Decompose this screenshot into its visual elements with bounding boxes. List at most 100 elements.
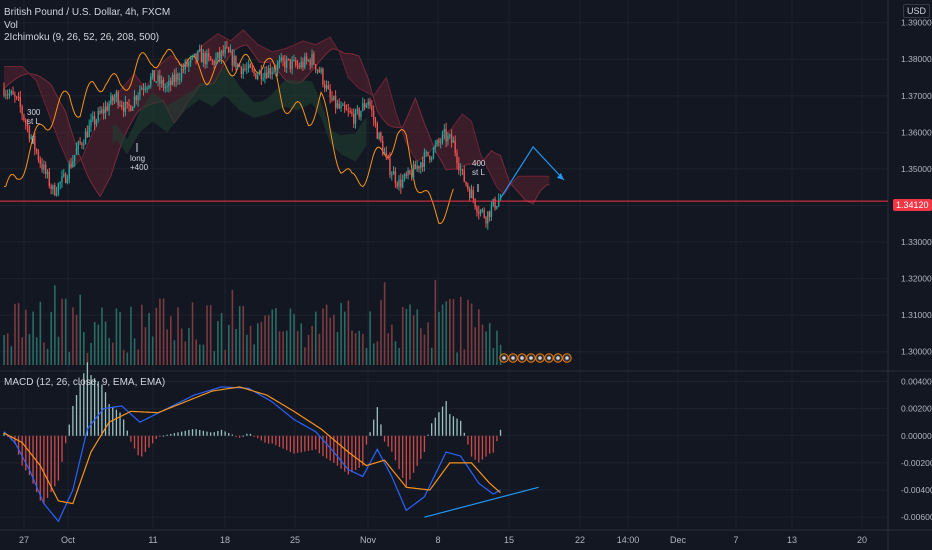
candle-body: [481, 209, 484, 211]
candle-body: [246, 68, 248, 70]
candle-body: [423, 152, 426, 168]
candle-body: [407, 170, 409, 176]
macd-histogram-bar: [438, 412, 440, 436]
candle-body: [151, 70, 154, 77]
macd-tick-label: 0.00200: [901, 404, 932, 414]
candle-body: [438, 140, 440, 143]
candle-body: [198, 48, 201, 52]
time-tick-label: Dec: [670, 535, 687, 545]
candle-body: [206, 53, 208, 65]
candle-body: [338, 103, 340, 109]
volume-bar: [369, 311, 371, 365]
volume-bar: [470, 303, 473, 365]
candle-body: [117, 91, 119, 106]
macd-histogram-bar: [315, 435, 317, 450]
candle-body: [104, 106, 107, 114]
volume-bar: [289, 308, 292, 365]
macd-tick-label: 0.00000: [901, 431, 932, 441]
candle-body: [459, 168, 462, 171]
time-tick-label: Oct: [61, 535, 76, 545]
candle-body: [416, 165, 418, 170]
candle-body: [420, 162, 422, 169]
macd-histogram-bar: [151, 435, 154, 444]
macd-histogram-bar: [130, 435, 132, 442]
volume-bar: [206, 305, 208, 365]
macd-histogram-bar: [260, 435, 263, 441]
volume-bar: [46, 348, 49, 365]
candle-body: [139, 89, 141, 96]
volume-bar: [253, 344, 255, 365]
candle-body: [372, 110, 375, 120]
candle-body: [209, 56, 212, 61]
macd-histogram-bar: [126, 430, 128, 436]
volume-bar: [311, 325, 313, 365]
candle-body: [180, 68, 183, 79]
macd-histogram-bar: [173, 433, 176, 436]
candle-body: [436, 140, 438, 146]
candle-body: [213, 61, 215, 65]
macd-histogram-bar: [68, 424, 70, 436]
annotation-stop-loss-1-line2: st L: [27, 117, 40, 126]
candle-body: [409, 170, 411, 174]
currency-label[interactable]: USD: [903, 4, 931, 18]
volume-bar: [231, 289, 234, 365]
macd-histogram-bar: [170, 433, 172, 436]
macd-histogram-bar: [481, 435, 484, 460]
macd-histogram-bar: [271, 435, 273, 444]
candle-body: [222, 50, 224, 54]
macd-histogram-bar: [492, 435, 494, 453]
candle-body: [342, 104, 344, 106]
macd-histogram-bar: [3, 432, 5, 436]
macd-histogram-bar: [362, 435, 364, 466]
candle-body: [394, 171, 397, 184]
vol-indicator-label[interactable]: Vol: [4, 20, 18, 31]
macd-histogram-bar: [94, 378, 96, 436]
macd-histogram-bar: [398, 435, 400, 470]
macd-indicator-label[interactable]: MACD (12, 26, close, 9, EMA, EMA): [4, 377, 166, 388]
volume-bar: [238, 306, 241, 365]
volume-bar: [438, 311, 440, 365]
candle-body: [141, 88, 143, 90]
candle-body: [458, 163, 460, 171]
volume-bar: [318, 333, 321, 365]
candle-body: [189, 57, 192, 63]
volume-bar: [387, 333, 390, 365]
macd-histogram-bar: [148, 435, 150, 448]
macd-histogram-bar: [257, 435, 259, 439]
volume-bar: [249, 325, 252, 365]
volume-bar: [3, 334, 5, 365]
candle-body: [131, 106, 134, 111]
candle-body: [316, 69, 319, 71]
candle-body: [336, 103, 339, 108]
ichimoku-indicator-label[interactable]: 2Ichimoku (9, 26, 52, 26, 208, 500): [4, 32, 160, 43]
candle-body: [148, 85, 150, 88]
candle-body: [55, 193, 58, 196]
volume-bar: [376, 341, 379, 365]
macd-histogram-bar: [86, 362, 89, 436]
candle-body: [83, 144, 85, 146]
macd-histogram-bar: [75, 395, 78, 436]
ichimoku-cloud: [4, 29, 550, 204]
price-tick-label: 1.38000: [901, 54, 932, 64]
macd-histogram-bar: [61, 435, 63, 462]
candle-body: [287, 58, 290, 60]
time-tick-label: 20: [857, 535, 867, 545]
volume-bar: [409, 304, 411, 365]
candle-body: [371, 105, 373, 111]
volume-bar: [474, 327, 477, 365]
macd-histogram-bar: [72, 405, 74, 436]
volume-bar: [227, 324, 230, 365]
candle-body: [130, 105, 132, 111]
macd-histogram-bar: [180, 431, 183, 436]
event-flag-dot: [529, 356, 533, 360]
candle-body: [383, 152, 386, 155]
candle-body: [15, 96, 18, 98]
candle-body: [124, 101, 127, 112]
volume-bar: [365, 348, 368, 365]
candle-body: [81, 143, 83, 146]
macd-histogram-bar: [416, 435, 418, 466]
event-flag-dot: [547, 356, 551, 360]
candle-body: [334, 95, 337, 108]
candle-body: [220, 50, 223, 58]
